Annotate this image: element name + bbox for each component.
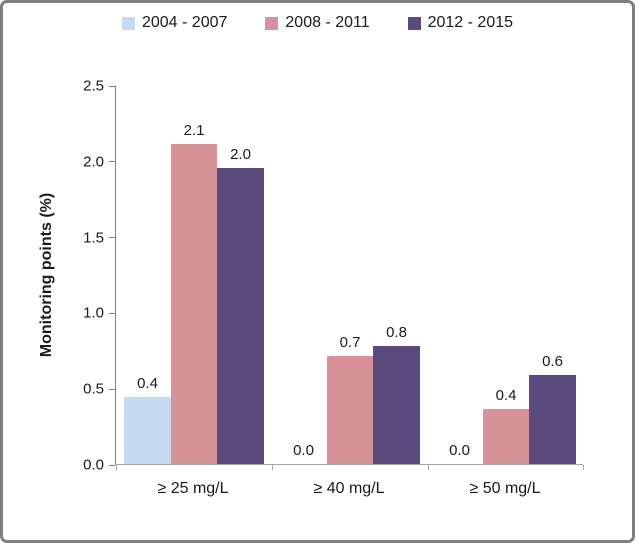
legend-swatch-2008-2011 [265, 16, 279, 30]
bar-data-label: 0.4 [137, 375, 158, 393]
y-axis-tick [109, 85, 115, 87]
bar-2008-2011-2 [326, 356, 374, 464]
legend-label: 2012 - 2015 [427, 14, 514, 31]
x-axis-tick [116, 465, 117, 470]
x-axis-category-labels: ≥ 25 mg/L ≥ 40 mg/L ≥ 50 mg/L [115, 481, 583, 497]
plot-area: 0.0 0.5 1.0 1.5 2.0 2.5 0.4 2.1 2.0 0.0 0.7 0.8 0.0 0… [83, 79, 584, 473]
x-axis-tick [428, 465, 429, 470]
y-axis-tick-label: 2.5 [83, 77, 104, 95]
legend-swatch-2012-2015 [407, 16, 421, 30]
y-axis-tick [109, 464, 115, 466]
legend-item-2004-2007: 2004 - 2007 [121, 14, 228, 31]
legend-item-2008-2011: 2008 - 2011 [265, 14, 370, 31]
bar-data-label: 2.0 [230, 146, 251, 164]
legend-label: 2008 - 2011 [285, 14, 370, 31]
x-axis-tick [272, 465, 273, 470]
bar-2012-2015-3 [529, 374, 576, 464]
bar-data-label: 0.7 [339, 334, 361, 352]
chart-legend: 2004 - 2007 2008 - 2011 2012 - 2015 [3, 15, 632, 31]
legend-swatch-2004-2007 [121, 16, 135, 30]
bar-2008-2011-1 [170, 144, 218, 464]
bar-data-label: 2.1 [183, 122, 205, 140]
category-label-50mgL: ≥ 50 mg/L [469, 480, 541, 497]
y-axis-tick-label: 1.0 [83, 304, 104, 322]
bar-data-label: 0.4 [495, 387, 517, 405]
y-axis-tick-label: 2.0 [83, 153, 104, 171]
bar-data-label: 0.0 [449, 442, 470, 459]
bar-2012-2015-1 [217, 168, 264, 464]
y-axis-tick [109, 312, 115, 314]
y-axis-tick [109, 161, 115, 163]
x-axis-tick [583, 465, 584, 470]
bar-2012-2015-2 [373, 345, 420, 464]
y-axis-tick-label: 0.5 [83, 380, 104, 398]
bar-2008-2011-3 [482, 409, 530, 464]
category-label-25mgL: ≥ 25 mg/L [157, 480, 229, 497]
y-axis-title: Monitoring points (%) [38, 192, 55, 358]
legend-label: 2004 - 2007 [141, 14, 228, 31]
bar-2004-2007-1 [124, 397, 171, 464]
y-axis-tick-label: 1.5 [83, 229, 104, 247]
y-axis-tick [109, 237, 115, 239]
category-label-40mgL: ≥ 40 mg/L [313, 480, 385, 497]
y-axis-tick-label: 0.0 [83, 456, 104, 474]
bar-data-label: 0.0 [293, 442, 314, 459]
bar-data-label: 0.6 [542, 352, 563, 370]
bar-data-label: 0.8 [386, 323, 407, 341]
y-axis-tick [109, 388, 115, 390]
legend-item-2012-2015: 2012 - 2015 [407, 14, 514, 31]
